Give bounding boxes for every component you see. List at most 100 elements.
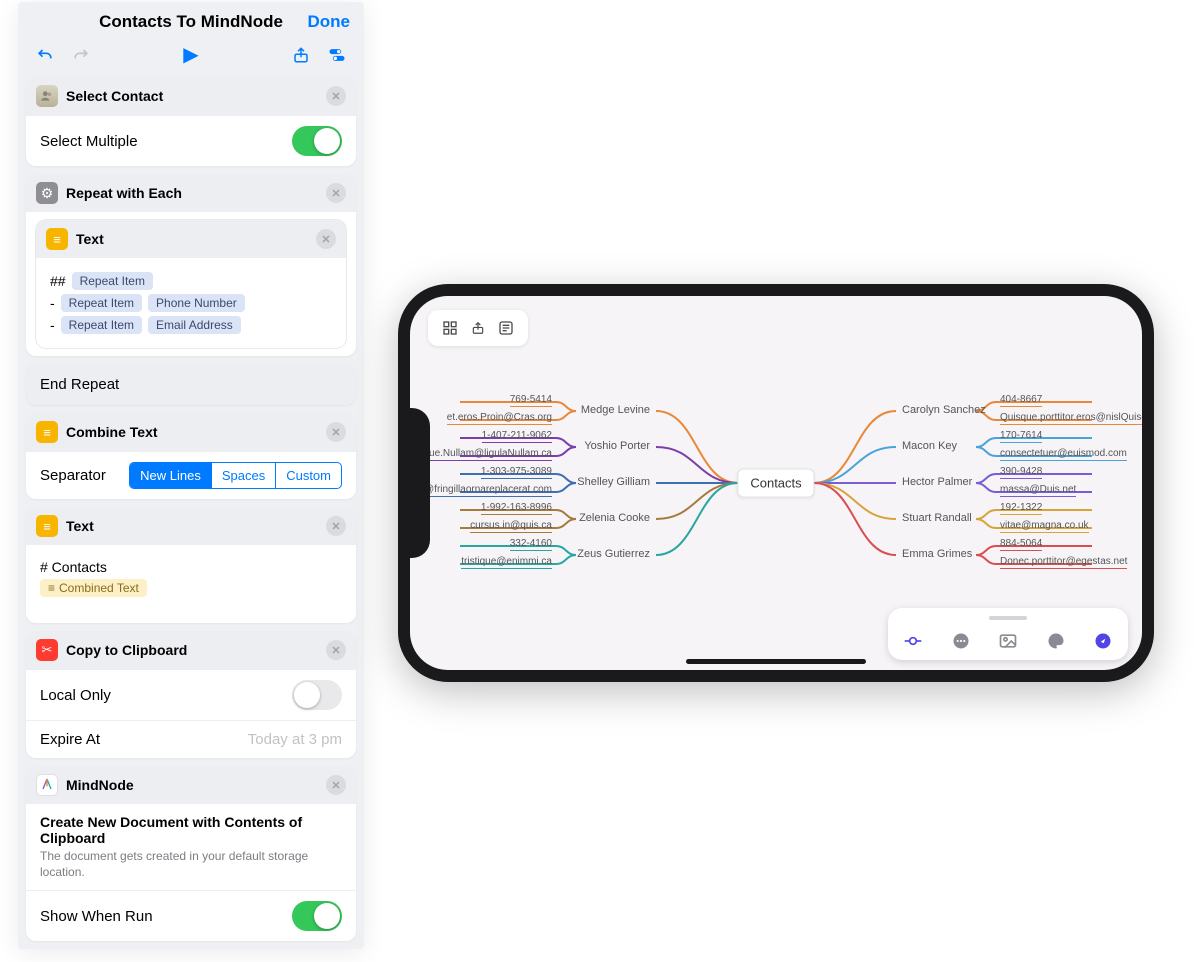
mindmap-leaf[interactable]: 1-303-975-3089 <box>481 466 552 479</box>
separator-label: Separator <box>40 467 106 484</box>
contacts-icon <box>36 85 58 107</box>
mindmap-leaf[interactable]: luctus.felis.purus@fringillaornareplacer… <box>410 484 552 497</box>
mindmap-node[interactable]: Zelenia Cooke <box>579 512 650 524</box>
expire-at-label: Expire At <box>40 731 100 748</box>
mindmap-node[interactable]: Yoshio Porter <box>584 440 650 452</box>
editor-toolbar: ▶ <box>18 38 364 77</box>
mindmap-node[interactable]: Stuart Randall <box>902 512 972 524</box>
remove-action-icon[interactable]: ✕ <box>326 86 346 106</box>
compass-icon[interactable] <box>1090 628 1116 654</box>
shortcuts-editor: Contacts To MindNode Done ▶ <box>18 2 364 949</box>
action-combine-text: Combine Text ✕ Separator New Lines Space… <box>26 413 356 499</box>
editor-header: Contacts To MindNode Done <box>18 2 364 38</box>
mindmap-leaf[interactable]: 192-1322 <box>1000 502 1042 515</box>
text-dash-prefix: - <box>50 317 55 333</box>
image-icon[interactable] <box>995 628 1021 654</box>
show-when-run-label: Show When Run <box>40 908 153 925</box>
separator-segmented: New Lines Spaces Custom <box>129 462 342 489</box>
action-select-contact: Select Contact ✕ Select Multiple <box>26 77 356 166</box>
gear-icon <box>36 182 58 204</box>
text-icon <box>46 228 68 250</box>
mindmap-node[interactable]: Carolyn Sanchez <box>902 404 986 416</box>
token-repeat-item[interactable]: Repeat Item <box>61 294 142 312</box>
mindmap-leaf[interactable]: cursus.in@quis.ca <box>470 520 552 533</box>
mindmap-leaf[interactable]: tristique@enimmi.ca <box>461 556 552 569</box>
run-button[interactable]: ▶ <box>183 42 198 67</box>
mindnode-icon <box>36 774 58 796</box>
mindmap-leaf[interactable]: 1-992-163-8996 <box>481 502 552 515</box>
mindmap-leaf[interactable]: 769-5414 <box>510 394 552 407</box>
more-icon[interactable] <box>948 628 974 654</box>
mindmap-leaf[interactable]: vitae@magna.co.uk <box>1000 520 1089 533</box>
seg-newlines[interactable]: New Lines <box>130 463 211 488</box>
mindmap-leaf[interactable]: massa@Duis.net <box>1000 484 1076 497</box>
mindmap-leaf[interactable]: 404-8667 <box>1000 394 1042 407</box>
remove-action-icon[interactable]: ✕ <box>326 183 346 203</box>
mindmap-node[interactable]: Shelley Gilliam <box>577 476 650 488</box>
node-icon[interactable] <box>900 628 926 654</box>
mindmap-leaf[interactable]: Donec.porttitor@egestas.net <box>1000 556 1127 569</box>
mindmap-leaf[interactable]: 884-5064 <box>1000 538 1042 551</box>
mindnode-bottom-panel <box>888 608 1128 660</box>
palette-icon[interactable] <box>1043 628 1069 654</box>
redo-icon <box>70 44 92 66</box>
text-icon <box>36 515 58 537</box>
mindmap-node[interactable]: Hector Palmer <box>902 476 972 488</box>
action-title: Combine Text <box>66 424 318 440</box>
remove-action-icon[interactable]: ✕ <box>326 640 346 660</box>
mindmap-node[interactable]: Medge Levine <box>581 404 650 416</box>
drag-handle[interactable] <box>989 616 1027 620</box>
token-repeat-item[interactable]: Repeat Item <box>61 316 142 334</box>
local-only-label: Local Only <box>40 687 111 704</box>
token-repeat-item[interactable]: Repeat Item <box>72 272 153 290</box>
expire-at-value[interactable]: Today at 3 pm <box>248 731 342 748</box>
action-copy-clipboard: Copy to Clipboard ✕ Local Only Expire At… <box>26 631 356 758</box>
text-template-body[interactable]: ## Repeat Item - Repeat Item Phone Numbe… <box>36 258 346 348</box>
phone-preview: Contacts Medge Levine 769-5414 et.eros.Pro… <box>398 284 1154 682</box>
token-combined-text[interactable]: Combined Text <box>40 579 147 597</box>
text-dash-prefix: - <box>50 295 55 311</box>
show-when-run-toggle[interactable] <box>292 901 342 931</box>
action-mindnode: MindNode ✕ Create New Document with Cont… <box>26 766 356 941</box>
mindmap-node[interactable]: Macon Key <box>902 440 957 452</box>
token-phone-number[interactable]: Phone Number <box>148 294 245 312</box>
remove-action-icon[interactable]: ✕ <box>326 422 346 442</box>
done-button[interactable]: Done <box>308 12 351 32</box>
seg-custom[interactable]: Custom <box>275 463 341 488</box>
settings-toggles-icon[interactable] <box>326 44 348 66</box>
action-title: MindNode <box>66 777 318 793</box>
remove-action-icon[interactable]: ✕ <box>316 229 336 249</box>
workflow-title: Contacts To MindNode <box>32 12 350 32</box>
mindmap-leaf[interactable]: 1-407-211-9062 <box>482 430 552 443</box>
token-email-address[interactable]: Email Address <box>148 316 241 334</box>
mindnode-subtext: The document gets created in your defaul… <box>26 846 356 890</box>
mindmap-leaf[interactable]: Quisque.porttitor.eros@nislQuisque.net <box>1000 412 1142 425</box>
action-title: Select Contact <box>66 88 318 104</box>
mindnode-heading: Create New Document with Contents of Cli… <box>26 804 356 846</box>
text-icon <box>36 421 58 443</box>
mindmap-leaf[interactable]: 390-9428 <box>1000 466 1042 479</box>
text-template-body[interactable]: # Contacts Combined Text <box>26 545 356 623</box>
contacts-heading: # Contacts <box>40 559 107 575</box>
action-title: Text <box>76 231 308 247</box>
remove-action-icon[interactable]: ✕ <box>326 775 346 795</box>
action-title: Repeat with Each <box>66 185 318 201</box>
mindmap-leaf[interactable]: 332-4160 <box>510 538 552 551</box>
scissors-icon <box>36 639 58 661</box>
share-icon[interactable] <box>290 44 312 66</box>
undo-icon[interactable] <box>34 44 56 66</box>
remove-action-icon[interactable]: ✕ <box>326 516 346 536</box>
action-text-contacts: Text ✕ # Contacts Combined Text <box>26 507 356 623</box>
mindmap-node[interactable]: Emma Grimes <box>902 548 972 560</box>
mindmap-leaf[interactable]: 170-7614 <box>1000 430 1042 443</box>
mindmap-leaf[interactable]: et.eros.Proin@Cras.org <box>447 412 552 425</box>
action-title: Copy to Clipboard <box>66 642 318 658</box>
mindmap-root[interactable]: Contacts <box>737 469 814 498</box>
local-only-toggle[interactable] <box>292 680 342 710</box>
seg-spaces[interactable]: Spaces <box>211 463 275 488</box>
action-repeat: Repeat with Each ✕ Text ✕ ## Repeat Item <box>26 174 356 356</box>
mindmap-leaf[interactable]: consectetuer@euismod.com <box>1000 448 1127 461</box>
mindmap-node[interactable]: Zeus Gutierrez <box>577 548 650 560</box>
mindmap-leaf[interactable]: neque.Nullam@ligulaNullam.ca <box>412 448 552 461</box>
select-multiple-toggle[interactable] <box>292 126 342 156</box>
